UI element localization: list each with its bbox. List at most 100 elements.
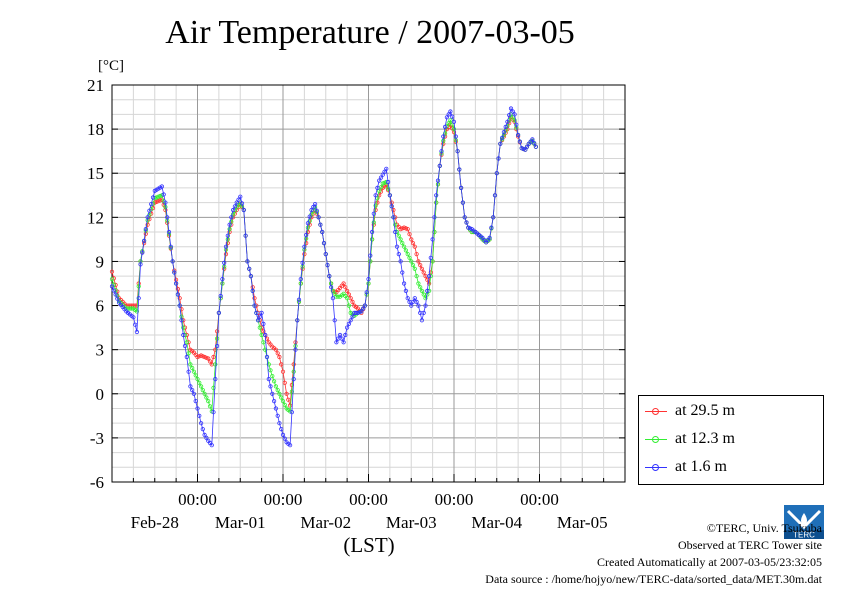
data-point (510, 115, 515, 120)
x-tick-label: 00:00 (178, 490, 217, 509)
data-point (222, 260, 227, 265)
data-point (165, 215, 170, 220)
legend-label: at 1.6 m (675, 458, 727, 475)
data-point (282, 402, 287, 407)
data-point (419, 318, 424, 323)
data-point (252, 303, 257, 308)
data-point (113, 292, 118, 297)
data-point (257, 325, 262, 330)
data-point (418, 262, 423, 268)
data-point (434, 193, 439, 198)
data-point (375, 200, 380, 205)
legend-item-12-3m: at 12.3 m (639, 429, 823, 449)
data-point (409, 303, 414, 308)
data-point (186, 351, 191, 356)
data-point (263, 332, 268, 338)
data-point (190, 365, 195, 371)
data-point (280, 432, 286, 437)
data-point (204, 435, 209, 440)
data-point (450, 114, 455, 119)
data-point (271, 398, 277, 404)
data-point (451, 119, 457, 124)
data-point (409, 237, 414, 242)
data-point (225, 233, 230, 238)
legend: at 29.5 m at 12.3 m at 1.6 m (638, 395, 824, 485)
data-point (407, 255, 412, 260)
x-tick-label: 00:00 (264, 490, 303, 509)
data-point (191, 369, 196, 374)
data-point (437, 163, 442, 168)
data-point (188, 362, 193, 367)
data-point (202, 391, 207, 396)
data-point (373, 203, 378, 208)
data-point (533, 144, 539, 149)
data-point (220, 276, 225, 282)
data-point (229, 215, 234, 220)
data-point (419, 288, 424, 293)
data-point (414, 273, 419, 279)
data-point (327, 273, 332, 279)
data-point (304, 241, 309, 246)
data-point (197, 413, 202, 418)
data-point (243, 233, 248, 238)
data-point (330, 296, 335, 301)
data-point (255, 318, 261, 323)
credit-observed: Observed at TERC Tower site (677, 538, 822, 552)
y-tick-label: 21 (87, 76, 104, 95)
data-point (109, 276, 115, 282)
data-point (257, 314, 262, 319)
data-point (403, 248, 408, 253)
data-point (129, 306, 134, 311)
data-point (133, 322, 138, 327)
data-point (385, 186, 391, 191)
data-point (184, 340, 189, 345)
data-point (505, 119, 510, 124)
data-point (175, 292, 180, 297)
data-point (166, 229, 172, 235)
data-point (450, 122, 455, 127)
data-point (339, 336, 344, 341)
data-point (337, 332, 343, 338)
data-point (302, 244, 307, 249)
data-point (412, 296, 417, 301)
data-point (211, 354, 216, 360)
data-point (305, 221, 310, 226)
data-point (239, 201, 245, 206)
data-point (517, 139, 523, 144)
data-point (252, 296, 257, 301)
data-point (405, 227, 410, 232)
data-point (231, 212, 236, 217)
data-point (202, 432, 207, 437)
data-point (263, 347, 268, 352)
data-point (134, 329, 139, 335)
data-point (238, 194, 243, 199)
data-point (206, 356, 211, 361)
data-point (177, 296, 182, 301)
y-tick-label: 3 (96, 341, 105, 360)
data-point (195, 376, 200, 382)
data-point (207, 404, 213, 409)
data-point (378, 175, 384, 180)
data-point (213, 362, 218, 367)
data-point (423, 296, 428, 301)
data-point (207, 359, 213, 364)
data-point (451, 127, 457, 132)
data-point (234, 200, 239, 205)
data-point (442, 124, 448, 130)
x-tick-label: 00:00 (435, 490, 474, 509)
data-point (341, 281, 346, 286)
data-point (412, 244, 417, 249)
data-point (247, 266, 252, 271)
data-point (147, 208, 152, 213)
data-point (223, 244, 229, 249)
x-axis-label: (LST) (343, 533, 394, 557)
data-point (512, 112, 517, 117)
data-point (190, 387, 195, 393)
data-point (245, 259, 250, 264)
data-point (426, 273, 432, 279)
data-point (175, 286, 180, 292)
credit-created: Created Automatically at 2007-03-05/23:3… (597, 555, 822, 569)
data-point (377, 188, 382, 193)
data-point (514, 122, 519, 127)
data-point (382, 169, 387, 174)
